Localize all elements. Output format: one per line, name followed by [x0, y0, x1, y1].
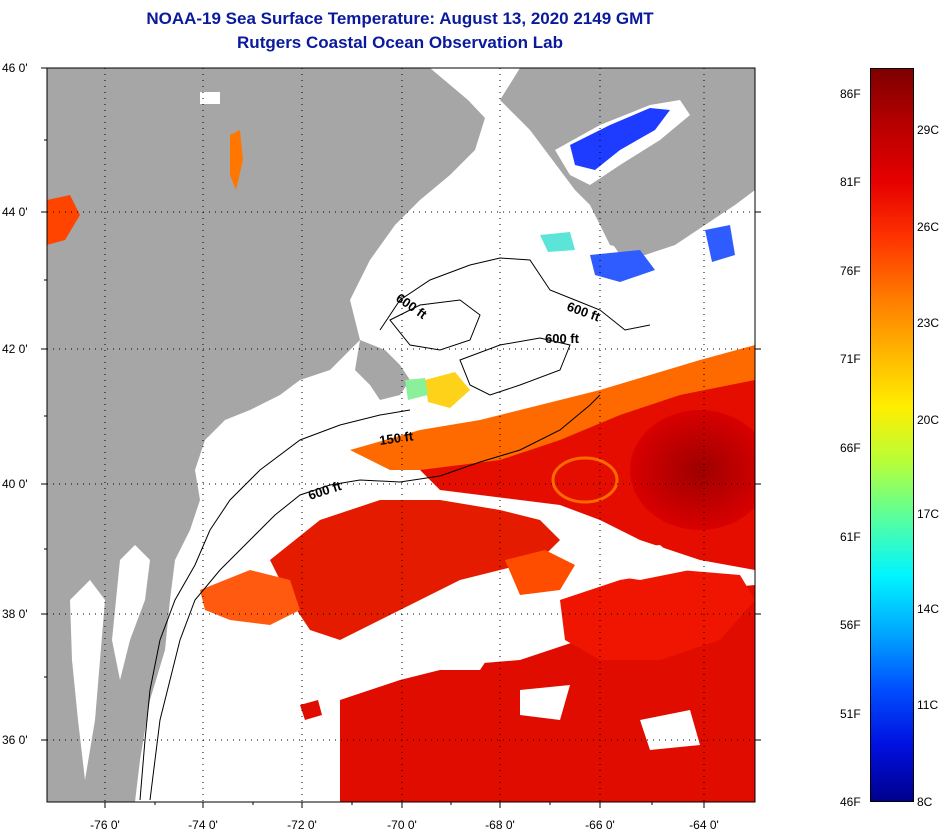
colorbar-f-label: 71F [840, 352, 861, 366]
cool-patch-scotian [590, 250, 655, 282]
isobath-600ft-gulf-maine [379, 257, 651, 331]
cool-patch-gulf-maine [540, 232, 575, 252]
colorbar-f-label: 76F [840, 264, 861, 278]
isobath-600ft-georges [459, 337, 571, 396]
colorbar [870, 68, 914, 802]
lat-label: 36 0' [2, 733, 28, 747]
isobath-150ft [139, 409, 411, 801]
colorbar-c-label: 26C [917, 220, 940, 234]
colorbar-c-label: 20C [917, 413, 940, 427]
lat-label: 46 0' [2, 61, 28, 75]
lake [200, 92, 220, 104]
isobath-600ft-south [149, 394, 601, 801]
colorbar-f-label: 61F [840, 530, 861, 544]
lat-label: 44 0' [2, 205, 28, 219]
title-line-2: Rutgers Coastal Ocean Observation Lab [237, 33, 563, 52]
colorbar-c-label: 11C [917, 698, 939, 712]
gulf-maine-basin [389, 299, 481, 351]
lon-label: -76 0' [90, 818, 120, 832]
colorbar-c-label: 29C [917, 123, 940, 137]
colorbar-c-label: 17C [917, 507, 940, 521]
colorbar-c-label: 8C [917, 795, 933, 809]
warm-patch-small [300, 700, 322, 720]
cloud-gap [430, 625, 500, 670]
lon-label: -70 0' [387, 818, 417, 832]
colorbar-f-label: 86F [840, 87, 861, 101]
lat-lon-grid [47, 68, 755, 802]
warm-water-patch-west [200, 570, 300, 625]
warm-water-mid [270, 500, 560, 640]
cool-patch-scotian-2 [705, 225, 735, 262]
cloud-gap [520, 685, 570, 720]
lake-ontario-warm [47, 195, 80, 245]
title-line-1: NOAA-19 Sea Surface Temperature: August … [146, 9, 654, 28]
lake-champlain [230, 130, 243, 190]
lon-label: -66 0' [585, 818, 615, 832]
colorbar-f-label: 81F [840, 175, 861, 189]
lon-label: -68 0' [485, 818, 515, 832]
chesapeake-bay [70, 580, 105, 780]
warm-water-patch-center [505, 550, 575, 595]
land-cape-cod [355, 340, 410, 400]
map-frame [46, 67, 756, 803]
isobath-label: 150 ft [378, 428, 414, 448]
fundy-cold-water [570, 108, 670, 170]
land-nova-scotia [600, 135, 755, 255]
colorbar-f-label: 56F [840, 618, 861, 632]
eddy-ring [551, 456, 619, 504]
lat-label: 42 0' [2, 342, 28, 356]
cloud-gap [640, 710, 700, 750]
colorbar-f-label: 46F [840, 795, 861, 809]
colorbar-f-label: 51F [840, 707, 861, 721]
colorbar-f-label: 66F [840, 441, 861, 455]
warm-core-eddy [630, 410, 755, 530]
lon-label: -74 0' [188, 818, 218, 832]
lon-label: -64 0' [689, 818, 719, 832]
lat-label: 38 0' [2, 607, 28, 621]
warm-water-patch-east [560, 570, 755, 660]
warm-patch-georges [425, 372, 470, 408]
delaware-bay [112, 545, 150, 680]
cloud-gap [600, 545, 690, 580]
colorbar-c-label: 14C [917, 602, 940, 616]
colorbar-c-label: 23C [917, 316, 940, 330]
map-ticks [41, 67, 761, 808]
land-us-coast [47, 68, 485, 802]
lon-label: -72 0' [287, 818, 317, 832]
lat-label: 40 0' [2, 477, 28, 491]
cool-patch-georges [405, 378, 428, 400]
isobath-label: 600 ft [545, 331, 580, 346]
